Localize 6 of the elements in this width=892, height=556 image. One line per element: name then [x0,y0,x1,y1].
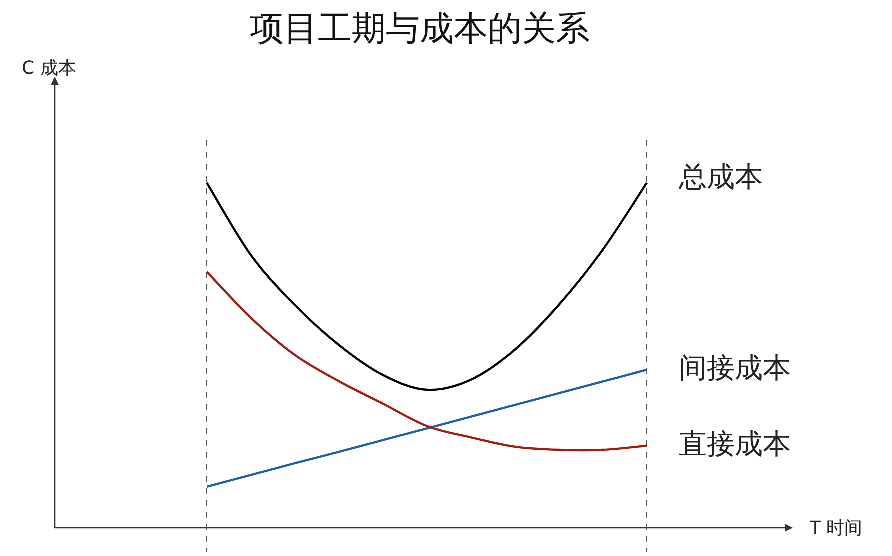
text: C 成本 [22,58,76,79]
series-label: 总成本 [678,160,763,194]
series-label: 间接成本 [679,352,791,385]
series-label: 直接成本 [679,428,791,461]
chart-title: 项目工期与成本的关系 [250,9,590,49]
text: T 时间 [809,518,863,539]
